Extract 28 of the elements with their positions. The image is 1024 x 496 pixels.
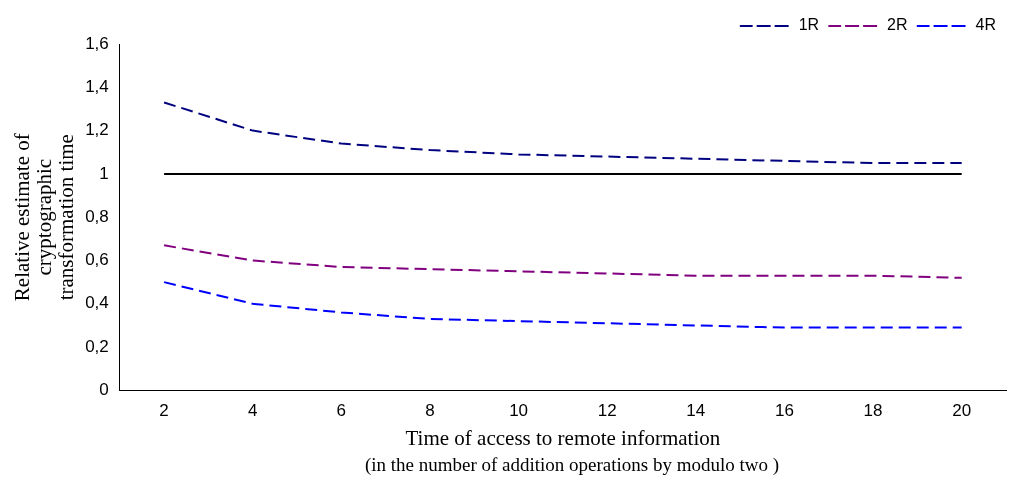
x-tick-label: 6	[336, 401, 347, 421]
line-series	[163, 281, 963, 329]
y-tick-label: 0,2	[85, 336, 109, 356]
text: (in the number of addition operations by modulo two )	[363, 454, 781, 476]
x-tick-label: 14	[686, 401, 706, 421]
x-tick-label: 10	[509, 401, 529, 421]
y-tick-label: 0	[99, 380, 109, 400]
legend-label: 1R	[798, 16, 820, 34]
x-tick-label: 16	[774, 401, 794, 421]
y-tick-label: 1,4	[85, 76, 109, 96]
y-tick-label: 0,8	[85, 206, 109, 226]
line-series	[163, 244, 963, 279]
x-tick-label: 2	[159, 401, 169, 421]
legend-label: 4R	[975, 16, 996, 34]
y-tick-label: 0,4	[85, 293, 109, 313]
y-tick-label: 1,2	[85, 120, 109, 140]
x-tick-label: 18	[863, 401, 883, 421]
line-series	[163, 101, 963, 165]
x-tick-label: 12	[597, 401, 617, 421]
x-tick-label: 20	[952, 401, 972, 421]
y-tick-label: 0,6	[85, 250, 109, 270]
y-axis-title: Relative estimate of cryptographic transformation time	[9, 133, 78, 302]
y-tick-label: 1,6	[85, 33, 109, 53]
y-tick-label: 1	[99, 163, 109, 183]
x-tick-label: 4	[247, 401, 258, 421]
legend-label: 2R	[887, 16, 908, 34]
x-axis-title: Time of access to remote information	[405, 425, 721, 450]
x-tick-label: 8	[425, 401, 435, 421]
